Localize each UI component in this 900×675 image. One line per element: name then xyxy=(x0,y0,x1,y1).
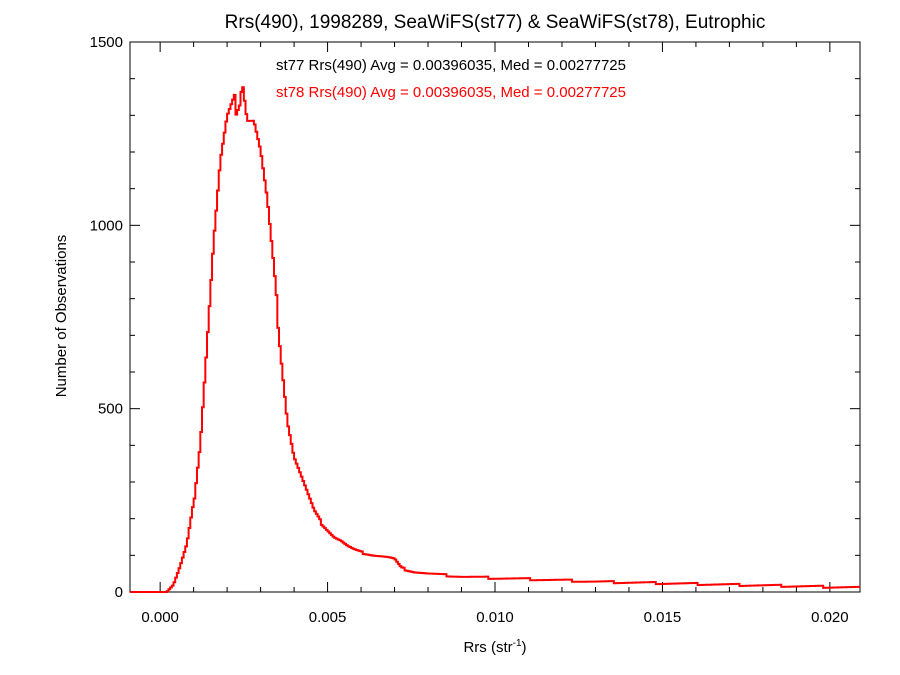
y-tick-labels: 0 500 1000 1500 xyxy=(90,34,123,601)
axis-ticks xyxy=(130,41,860,593)
series-st78-line xyxy=(130,86,860,593)
y-tick-label: 1500 xyxy=(90,34,123,51)
x-axis-label: Rrs (str-1) xyxy=(463,638,526,656)
x-tick-labels: 0.000 0.005 0.010 0.015 0.020 xyxy=(141,609,848,626)
y-axis-label: Number of Observations xyxy=(53,235,70,398)
annotation-st77: st77 Rrs(490) Avg = 0.00396035, Med = 0.… xyxy=(276,57,626,74)
annotation-st78: st78 Rrs(490) Avg = 0.00396035, Med = 0.… xyxy=(276,84,626,101)
x-tick-label: 0.020 xyxy=(811,609,849,626)
x-tick-label: 0.010 xyxy=(476,609,514,626)
plot-frame xyxy=(129,41,861,593)
x-tick-label: 0.005 xyxy=(309,609,347,626)
y-tick-label: 0 xyxy=(115,584,123,601)
x-tick-label: 0.000 xyxy=(141,609,179,626)
x-tick-label: 0.015 xyxy=(644,609,682,626)
chart-title: Rrs(490), 1998289, SeaWiFS(st77) & SeaWi… xyxy=(225,12,766,33)
x-axis-label-superscript: -1 xyxy=(513,638,522,649)
y-tick-label: 500 xyxy=(98,401,123,418)
y-tick-label: 1000 xyxy=(90,217,123,234)
